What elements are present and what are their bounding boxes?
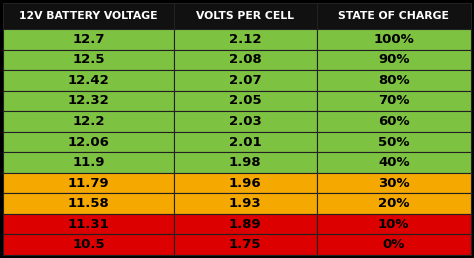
Bar	[174, 132, 317, 152]
Bar	[3, 173, 174, 193]
Bar	[174, 91, 317, 111]
Text: 50%: 50%	[378, 135, 410, 149]
Text: 12.42: 12.42	[67, 74, 109, 87]
Bar	[317, 152, 471, 173]
Bar	[174, 70, 317, 91]
Text: 12.2: 12.2	[72, 115, 105, 128]
Text: 0%: 0%	[383, 238, 405, 251]
Text: 11.79: 11.79	[68, 176, 109, 190]
Text: STATE OF CHARGE: STATE OF CHARGE	[338, 11, 449, 21]
Text: 10.5: 10.5	[72, 238, 105, 251]
Bar	[3, 132, 174, 152]
Text: 2.07: 2.07	[229, 74, 262, 87]
Text: 1.98: 1.98	[229, 156, 262, 169]
Bar	[317, 50, 471, 70]
Text: 2.08: 2.08	[229, 53, 262, 66]
Text: 40%: 40%	[378, 156, 410, 169]
Bar	[317, 70, 471, 91]
Text: 12.7: 12.7	[72, 33, 105, 46]
Text: 11.9: 11.9	[72, 156, 105, 169]
Bar	[317, 29, 471, 50]
Text: 100%: 100%	[374, 33, 414, 46]
Bar	[3, 50, 174, 70]
Bar	[3, 111, 174, 132]
Bar	[174, 235, 317, 255]
Text: 80%: 80%	[378, 74, 410, 87]
Text: 12.06: 12.06	[67, 135, 109, 149]
Bar	[3, 3, 174, 29]
Bar	[174, 50, 317, 70]
Text: 20%: 20%	[378, 197, 410, 210]
Text: 12.32: 12.32	[67, 94, 109, 107]
Text: 10%: 10%	[378, 218, 410, 231]
Text: VOLTS PER CELL: VOLTS PER CELL	[196, 11, 294, 21]
Text: 2.05: 2.05	[229, 94, 262, 107]
Text: 30%: 30%	[378, 176, 410, 190]
Bar	[317, 193, 471, 214]
Bar	[317, 235, 471, 255]
Text: 11.58: 11.58	[67, 197, 109, 210]
Bar	[317, 3, 471, 29]
Text: 1.75: 1.75	[229, 238, 262, 251]
Text: 1.93: 1.93	[229, 197, 262, 210]
Bar	[317, 111, 471, 132]
Text: 60%: 60%	[378, 115, 410, 128]
Bar	[3, 214, 174, 235]
Bar	[3, 152, 174, 173]
Text: 2.12: 2.12	[229, 33, 262, 46]
Bar	[174, 152, 317, 173]
Bar	[174, 173, 317, 193]
Text: 2.03: 2.03	[229, 115, 262, 128]
Bar	[317, 91, 471, 111]
Bar	[174, 111, 317, 132]
Bar	[174, 214, 317, 235]
Bar	[174, 29, 317, 50]
Text: 12V BATTERY VOLTAGE: 12V BATTERY VOLTAGE	[19, 11, 158, 21]
Bar	[317, 214, 471, 235]
Bar	[3, 235, 174, 255]
Bar	[3, 193, 174, 214]
Text: 1.96: 1.96	[229, 176, 262, 190]
Bar	[3, 29, 174, 50]
Bar	[3, 91, 174, 111]
Text: 70%: 70%	[378, 94, 410, 107]
Text: 90%: 90%	[378, 53, 410, 66]
Bar	[317, 132, 471, 152]
Bar	[174, 3, 317, 29]
Text: 1.89: 1.89	[229, 218, 262, 231]
Text: 11.31: 11.31	[67, 218, 109, 231]
Text: 2.01: 2.01	[229, 135, 262, 149]
Bar	[317, 173, 471, 193]
Bar	[3, 70, 174, 91]
Text: 12.5: 12.5	[72, 53, 105, 66]
Bar	[174, 193, 317, 214]
